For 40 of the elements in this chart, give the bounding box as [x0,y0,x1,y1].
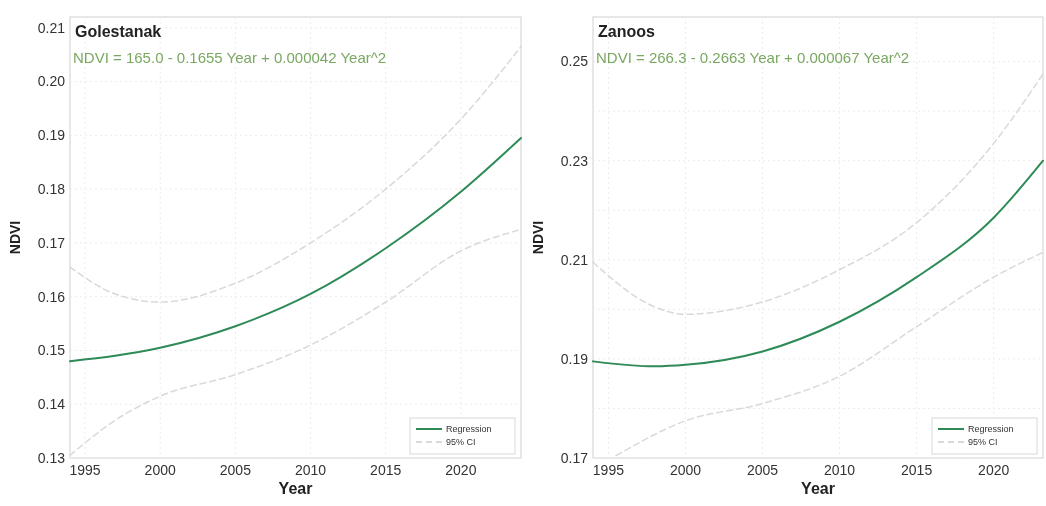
y-tick-label: 0.17 [560,449,589,466]
y-tick-label: 0.25 [560,53,589,70]
legend-label: Regression [446,424,492,435]
annotation: NDVI = 165.0 - 0.1655 Year + 0.000042 Year^2 [73,49,387,66]
x-tick-label: 2005 [746,462,779,478]
legend-label: Regression [968,424,1014,435]
y-tick-label: 0.19 [37,127,66,144]
x-tick-label: 2020 [445,462,477,478]
x-tick-label: 2020 [978,462,1010,478]
annotation: NDVI = 266.3 - 0.2663 Year + 0.000067 Year^2 [596,49,910,66]
y-tick-label: 0.21 [560,251,589,268]
x-tick-label: 2000 [669,462,702,478]
x-tick-label: 1995 [592,462,625,478]
legend-label: 95% CI [968,437,998,448]
y-tick-label: 0.16 [37,288,66,305]
x-tick-label: 1995 [69,462,101,478]
y-tick-label: 0.15 [37,342,66,359]
line-series [592,159,1044,368]
chart-title: Golestanak [75,23,162,40]
x-tick-label: 2015 [370,462,402,478]
x-tick-label: 2010 [294,462,327,478]
x-tick-label: 2015 [901,462,933,478]
y-tick-label: 0.18 [37,181,66,197]
y-tick-label: 0.20 [37,73,66,90]
x-axis-title: Year [278,480,313,497]
y-tick-label: 0.14 [37,396,66,413]
legend-label: 95% CI [446,437,476,448]
y-axis-title: NDVI [7,220,23,255]
y-tick-label: 0.21 [37,19,66,36]
line-series [69,137,522,363]
y-tick-label: 0.17 [37,234,66,251]
x-tick-label: 2010 [824,462,856,478]
y-tick-label: 0.19 [560,350,589,367]
x-tick-label: 2005 [219,462,252,478]
y-axis-title: NDVI [530,220,546,255]
x-axis-title: Year [801,480,835,497]
y-tick-label: 0.23 [560,152,589,169]
y-tick-label: 0.13 [37,449,66,466]
chart-title: Zanoos [598,23,655,40]
x-tick-label: 2000 [144,462,176,478]
